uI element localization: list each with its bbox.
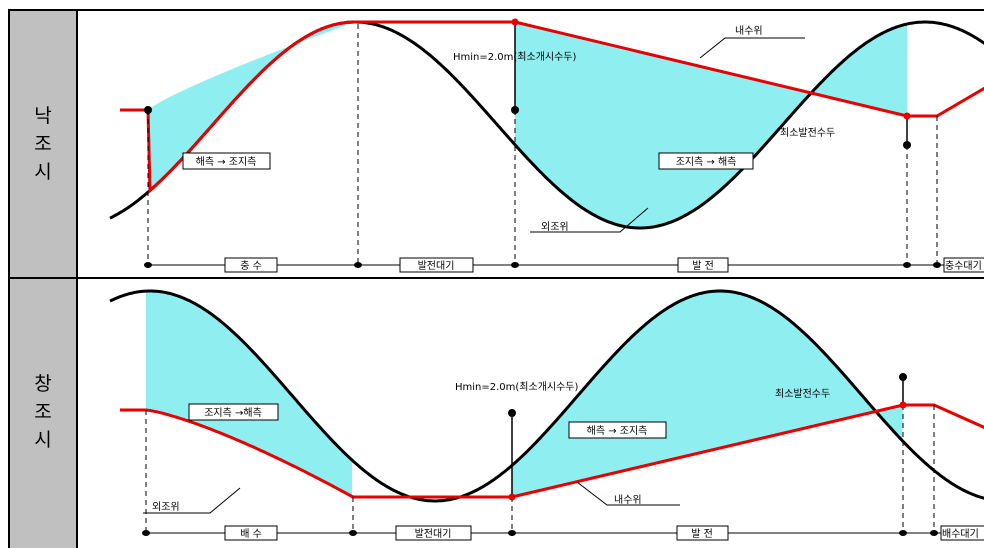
fill-area-draining <box>146 291 352 497</box>
side-label-ebb-2: 조 <box>34 133 51 155</box>
outer-level-label-flood: 외조위 <box>152 500 180 513</box>
svg-text:조지측 →해측: 조지측 →해측 <box>204 406 262 419</box>
side-label-ebb-1: 낙 <box>34 105 51 127</box>
svg-text:발전대기: 발전대기 <box>415 528 452 540</box>
outer-tide-curve <box>109 289 984 503</box>
flow-box-ebb-left: 해측 → 조지측 <box>182 152 271 170</box>
flow-box-flood-left: 조지측 →해측 <box>188 403 279 421</box>
flood-panel <box>109 289 984 536</box>
inner-water-level-line <box>120 403 984 499</box>
side-panel-flood <box>9 279 77 548</box>
side-label-flood-3: 시 <box>34 429 51 451</box>
fill-area-generation <box>515 22 907 228</box>
side-panel-ebb <box>9 10 77 277</box>
timeline-ebb-generation: 발 전 <box>677 257 729 273</box>
fill-area-filling <box>148 22 354 193</box>
side-label-flood-1: 창 <box>34 373 51 395</box>
timeline-ebb-standby: 발전대기 <box>399 257 474 273</box>
svg-text:배 수: 배 수 <box>240 528 262 540</box>
svg-text:조지측 → 해측: 조지측 → 해측 <box>676 155 737 168</box>
ebb-panel <box>109 18 984 268</box>
svg-text:발전대기: 발전대기 <box>418 260 455 272</box>
min-head-label-flood: 최소발전수두 <box>775 388 830 400</box>
svg-text:충 수: 충 수 <box>240 260 262 272</box>
svg-text:충수대기: 충수대기 <box>945 260 982 272</box>
svg-text:배수대기: 배수대기 <box>942 528 979 540</box>
timeline-flood-drain-standby: 배수대기 <box>940 525 984 541</box>
side-label-ebb-3: 시 <box>34 161 51 183</box>
svg-text:해측 → 조지측: 해측 → 조지측 <box>587 424 648 437</box>
timeline-ebb-filling: 충 수 <box>224 257 278 273</box>
side-label-flood-2: 조 <box>34 401 51 423</box>
inner-level-label-ebb: 내수위 <box>735 24 763 37</box>
svg-text:발 전: 발 전 <box>692 260 714 272</box>
inner-level-label-flood: 내수위 <box>614 493 642 506</box>
timeline-flood-generation: 발 전 <box>676 525 729 541</box>
flow-box-ebb-right: 조지측 → 해측 <box>658 152 754 170</box>
timeline-flood-standby: 발전대기 <box>395 525 472 541</box>
hmin-label-flood: Hmin=2.0m(최소개시수두) <box>455 381 579 393</box>
inner-water-level-line <box>120 20 984 194</box>
svg-text:해측 → 조지측: 해측 → 조지측 <box>196 155 257 168</box>
hmin-label-ebb: Hmin=2.0m(최소개시수두) <box>453 51 577 63</box>
min-head-label-ebb: 최소발전수두 <box>780 127 835 139</box>
fill-area-generation <box>512 291 903 497</box>
outer-level-label-ebb: 외조위 <box>541 220 569 233</box>
timeline-ebb-fill-standby: 충수대기 <box>943 257 984 273</box>
flow-box-flood-right: 해측 → 조지측 <box>568 421 667 439</box>
svg-text:발 전: 발 전 <box>691 528 713 540</box>
timeline-flood-draining: 배 수 <box>224 525 278 541</box>
